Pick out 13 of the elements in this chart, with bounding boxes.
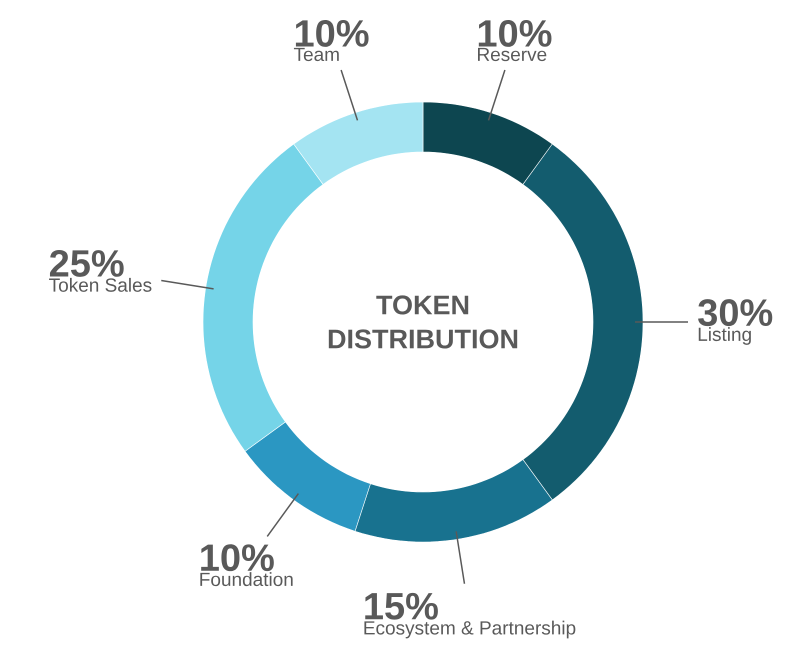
text: TOKEN DISTRIBUTION	[328, 295, 518, 349]
data-label: 10%	[478, 20, 552, 47]
slice-label: Listing	[698, 327, 751, 345]
slice-label: Foundation	[200, 572, 293, 586]
data-label: 15%	[365, 592, 438, 620]
data-label: 25%	[50, 250, 124, 277]
slice-label: Ecosystem & Partnership	[364, 620, 576, 638]
slice-label: Token Sales	[49, 278, 152, 292]
slice-label: Reserve	[478, 48, 546, 62]
data-label: 10%	[296, 20, 369, 47]
data-label: 10%	[201, 544, 274, 572]
slice-label: Team	[294, 48, 339, 62]
data-label: 30%	[698, 299, 772, 326]
